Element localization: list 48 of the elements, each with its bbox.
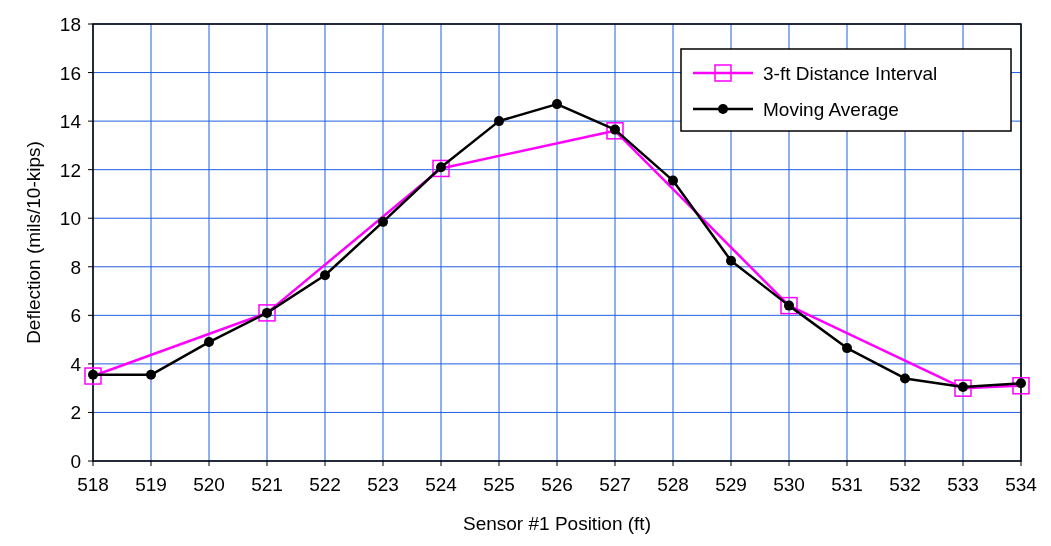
legend-label: Moving Average [763,99,899,120]
x-tick-label: 534 [1005,474,1038,495]
x-tick-label: 527 [599,474,631,495]
point [954,379,972,397]
x-tick-label: 528 [657,474,689,495]
x-tick-label: 526 [541,474,573,495]
x-tick-label: 531 [831,474,863,495]
point [258,304,276,322]
y-tick-label: 14 [59,111,82,133]
x-axis-title: Sensor #1 Position (ft) [463,513,651,534]
y-tick-label: 6 [70,305,81,327]
point [780,296,798,315]
x-tick-label: 521 [251,474,283,495]
x-tick-label: 525 [483,474,515,495]
x-tick-label: 524 [425,474,458,495]
point [552,99,562,110]
x-tick-label: 523 [367,474,399,495]
y-tick-label: 8 [70,256,81,278]
point [1012,376,1030,395]
x-tick-label: 529 [715,474,747,495]
point [900,373,910,384]
x-tick-label: 532 [889,474,921,495]
point [494,116,504,127]
point [320,270,330,281]
point [842,343,852,354]
y-tick-label: 4 [70,353,82,375]
x-tick-label: 518 [77,474,109,495]
y-axis-title: Deflection (mils/10-kips) [23,141,44,344]
x-tick-label: 522 [309,474,341,495]
y-tick-label: 0 [70,451,81,472]
x-tick-label: 520 [193,474,225,495]
y-tick-label: 16 [59,62,81,84]
y-tick-label: 18 [59,14,81,35]
legend-label: 3-ft Distance Interval [763,63,938,84]
y-tick-label: 10 [59,208,81,230]
point [84,367,102,385]
y-tick-label: 2 [70,402,81,424]
point [668,175,678,186]
point [204,337,214,348]
x-tick-label: 533 [947,474,979,495]
y-tick-label: 12 [59,159,81,181]
point [432,159,450,178]
point [606,122,624,140]
x-tick-label: 530 [773,474,805,495]
point [146,369,156,380]
point [378,216,388,227]
point [726,255,736,266]
x-tick-label: 519 [135,474,167,495]
